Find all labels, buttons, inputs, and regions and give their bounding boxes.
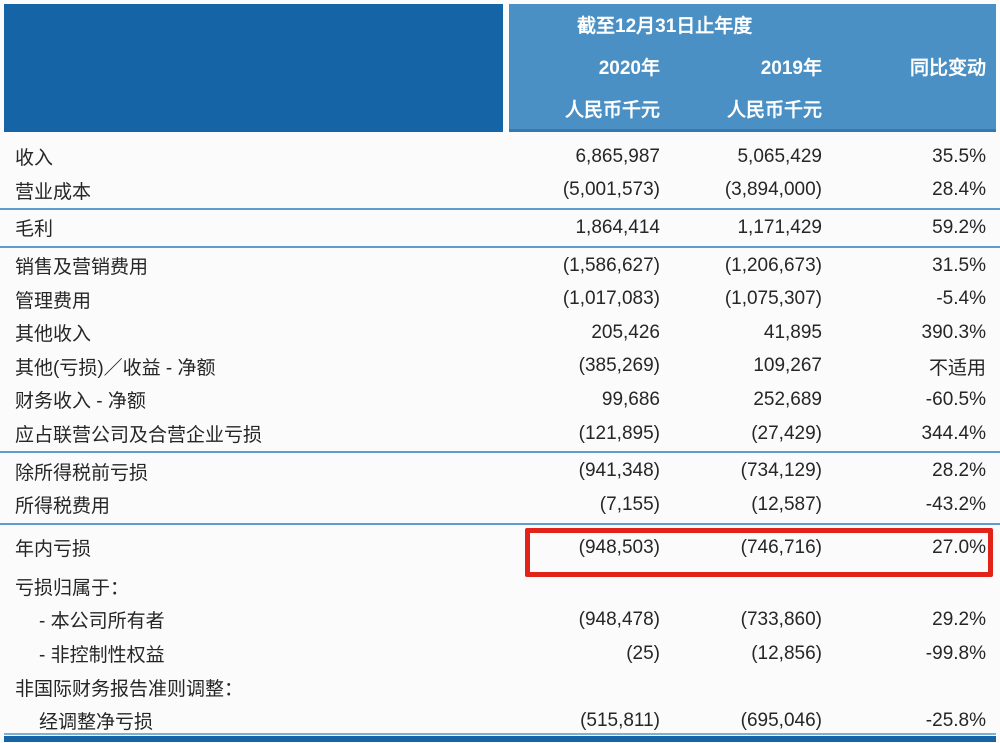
row-label: 财务收入 - 净额: [15, 391, 146, 413]
bottom-rule-dark: [4, 736, 996, 742]
value-2019: (746,716): [740, 536, 822, 558]
value-2020: (5,001,573): [562, 179, 660, 201]
value-2019: (1,206,673): [724, 254, 822, 276]
value-change: 29.2%: [932, 608, 986, 630]
table-row: 年内亏损 (948,503) (746,716) 27.0%: [0, 526, 1000, 577]
value-change: 28.2%: [932, 460, 986, 482]
value-2020: (941,348): [578, 460, 660, 482]
table-row: - 本公司所有者 (948,478) (733,860) 29.2%: [0, 603, 1000, 637]
row-separator: [0, 451, 1000, 454]
bottom-rule-light: [4, 733, 996, 735]
value-2020: (25): [626, 642, 660, 664]
value-change: -60.5%: [925, 388, 986, 410]
value-change: 35.5%: [932, 145, 986, 167]
row-label: 收入: [15, 148, 54, 170]
value-2020: (7,155): [599, 493, 660, 515]
value-change: -5.4%: [936, 288, 986, 310]
value-2019: (695,046): [740, 709, 822, 731]
period-title: 截至12月31日止年度: [577, 16, 753, 38]
value-change: -25.8%: [925, 709, 986, 731]
table-row: 其他收入 205,426 41,895 390.3%: [0, 316, 1000, 350]
value-change: 59.2%: [932, 216, 986, 238]
table-row: 其他(亏损)／收益 - 净额 (385,269) 109,267 不适用: [0, 350, 1000, 384]
table-row: 毛利 1,864,414 1,171,429 59.2%: [0, 211, 1000, 245]
value-2019: 252,689: [753, 388, 822, 410]
value-2019: 109,267: [753, 355, 822, 377]
row-label: 年内亏损: [15, 539, 92, 561]
column-header-change: 同比变动: [909, 58, 986, 79]
value-2020: 99,686: [601, 388, 660, 410]
table-header: 截至12月31日止年度 2020年 2019年 同比变动 人民币千元 人民币千元: [4, 4, 996, 132]
value-2020: (121,895): [578, 422, 660, 444]
row-label: 所得税费用: [15, 496, 111, 518]
value-2019: (27,429): [751, 422, 822, 444]
row-label: 管理费用: [15, 290, 92, 312]
table-row: 应占联营公司及合营企业亏损 (121,895) (27,429) 344.4%: [0, 417, 1000, 451]
unit-label-2019: 人民币千元: [726, 99, 822, 121]
value-change: 31.5%: [932, 254, 986, 276]
value-2019: 5,065,429: [737, 145, 822, 167]
column-header-2019: 2019年: [760, 58, 822, 79]
value-change: -99.8%: [925, 642, 986, 664]
value-2019: (1,075,307): [724, 288, 822, 310]
header-year-row: 2020年 2019年 同比变动: [509, 46, 996, 88]
table-body: 收入 6,865,987 5,065,429 35.5% 营业成本 (5,001,573)…: [0, 140, 1000, 738]
row-label: 经调整净亏损: [39, 712, 154, 734]
value-change: 不适用: [928, 357, 986, 379]
table-row: 所得税费用 (7,155) (12,587) -43.2%: [0, 488, 1000, 522]
row-label: 非国际财务报告准则调整：: [15, 678, 244, 700]
table-row: 财务收入 - 净额 99,686 252,689 -60.5%: [0, 383, 1000, 417]
row-separator: [0, 245, 1000, 248]
value-2019: 1,171,429: [737, 216, 822, 238]
row-label: 销售及营销费用: [15, 257, 149, 279]
value-2020: (1,586,627): [562, 254, 660, 276]
value-2019: (12,856): [751, 642, 822, 664]
value-2019: 41,895: [763, 321, 822, 343]
value-2020: (385,269): [578, 355, 660, 377]
header-unit-row: 人民币千元 人民币千元: [509, 87, 996, 129]
row-label: 其他(亏损)／收益 - 净额: [15, 357, 216, 379]
value-2020: 1,864,414: [575, 216, 660, 238]
column-header-2020: 2020年: [598, 58, 660, 79]
value-change: 344.4%: [921, 422, 986, 444]
value-change: 27.0%: [932, 536, 986, 558]
value-2020: 205,426: [591, 321, 660, 343]
value-2020: (948,503): [578, 536, 660, 558]
row-label: 营业成本: [15, 181, 92, 203]
row-separator: [0, 208, 1000, 211]
table-row: 收入 6,865,987 5,065,429 35.5%: [0, 140, 1000, 174]
value-2020: 6,865,987: [575, 145, 660, 167]
table-row: 非国际财务报告准则调整：: [0, 670, 1000, 704]
row-label: 应占联营公司及合营企业亏损: [15, 425, 263, 447]
row-label: - 本公司所有者: [39, 611, 165, 633]
header-right-block: 截至12月31日止年度 2020年 2019年 同比变动 人民币千元 人民币千元: [509, 4, 996, 132]
header-period-row: 截至12月31日止年度: [509, 4, 996, 46]
value-change: -43.2%: [925, 493, 986, 515]
table-row: 营业成本 (5,001,573) (3,894,000) 28.4%: [0, 174, 1000, 208]
table-row: 亏损归属于：: [0, 570, 1000, 604]
value-2019: (3,894,000): [724, 179, 822, 201]
value-2019: (733,860): [740, 608, 822, 630]
row-label: 毛利: [15, 219, 54, 241]
unit-label-2020: 人民币千元: [564, 99, 660, 121]
table-row: 除所得税前亏损 (941,348) (734,129) 28.2%: [0, 454, 1000, 488]
table-row: 销售及营销费用 (1,586,627) (1,206,673) 31.5%: [0, 249, 1000, 283]
value-2020: (948,478): [578, 608, 660, 630]
value-2020: (1,017,083): [562, 288, 660, 310]
row-label: - 非控制性权益: [39, 645, 165, 667]
value-2019: (12,587): [751, 493, 822, 515]
header-left-block: [4, 4, 503, 132]
value-2019: (734,129): [740, 460, 822, 482]
table-row: 经调整净亏损 (515,811) (695,046) -25.8%: [0, 704, 1000, 738]
row-label: 除所得税前亏损: [15, 462, 149, 484]
value-change: 28.4%: [932, 179, 986, 201]
row-label: 亏损归属于：: [15, 577, 130, 599]
row-label: 其他收入: [15, 324, 92, 346]
table-row: 管理费用 (1,017,083) (1,075,307) -5.4%: [0, 282, 1000, 316]
value-change: 390.3%: [921, 321, 986, 343]
table-row: - 非控制性权益 (25) (12,856) -99.8%: [0, 637, 1000, 671]
value-2020: (515,811): [580, 709, 660, 731]
row-separator: [0, 522, 1000, 525]
